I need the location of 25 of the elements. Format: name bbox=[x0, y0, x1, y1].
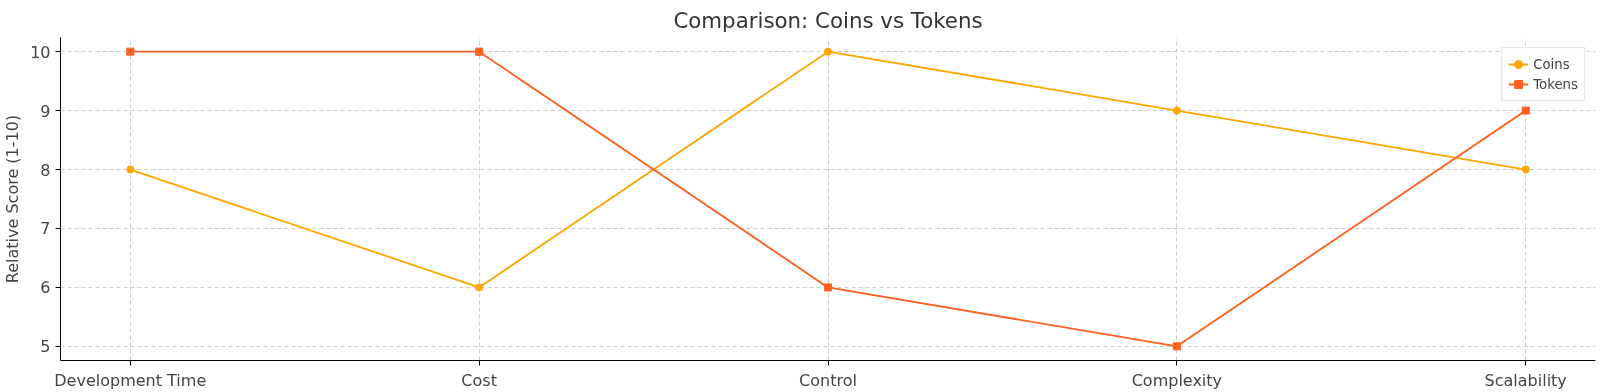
y-tick-label: 5 bbox=[40, 337, 51, 357]
y-axis-title: Relative Score (1-10) bbox=[3, 114, 23, 284]
x-tick-label: Scalability bbox=[1484, 370, 1567, 390]
point bbox=[1521, 165, 1530, 174]
y-tick-label: 9 bbox=[40, 101, 51, 121]
point bbox=[1172, 342, 1181, 351]
point bbox=[824, 283, 832, 292]
point bbox=[475, 283, 484, 292]
point bbox=[126, 47, 135, 56]
legend-label: Coins bbox=[1533, 56, 1570, 72]
point bbox=[824, 47, 832, 56]
y-tick-label: 7 bbox=[40, 219, 51, 239]
point bbox=[1172, 106, 1181, 115]
x-tick-label: Cost bbox=[461, 370, 497, 390]
x-tick-label: Control bbox=[799, 370, 857, 390]
y-tick-label: 8 bbox=[40, 160, 51, 180]
point bbox=[1521, 106, 1530, 115]
x-tick-label: Complexity bbox=[1131, 370, 1223, 390]
point bbox=[126, 165, 135, 174]
legend-label: Tokens bbox=[1533, 76, 1578, 92]
y-tick-label: 10 bbox=[30, 42, 51, 62]
point bbox=[475, 47, 484, 56]
x-tick-label: Development Time bbox=[54, 370, 207, 390]
y-tick-label: 6 bbox=[40, 278, 51, 298]
chart-title: Comparison: Coins vs Tokens bbox=[673, 7, 983, 33]
